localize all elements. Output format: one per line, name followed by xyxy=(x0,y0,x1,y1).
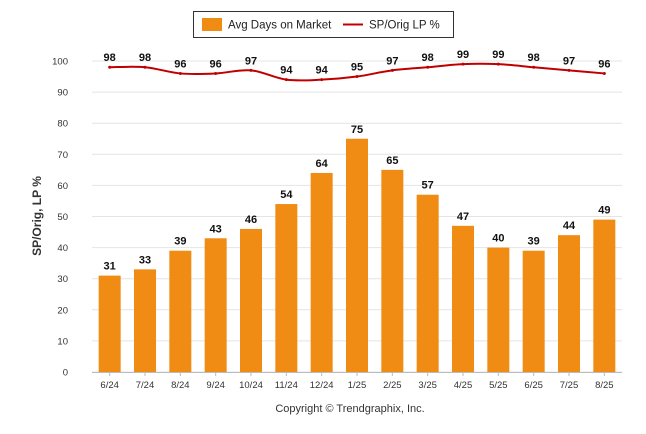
line-data-label: 97 xyxy=(386,55,398,67)
x-tick-label: 7/24 xyxy=(136,380,155,391)
y-tick-label: 70 xyxy=(57,150,68,161)
bar[interactable] xyxy=(346,138,368,372)
line-data-label: 98 xyxy=(104,52,116,64)
y-tick-label: 50 xyxy=(57,212,68,223)
bar-data-label: 33 xyxy=(139,254,151,266)
bar-data-label: 31 xyxy=(104,261,116,273)
line-point[interactable] xyxy=(602,71,606,75)
line-series: 98 98 96 96 97 94 94 95 97 98 99 99 98 97 96 xyxy=(104,49,610,82)
line-point[interactable] xyxy=(532,65,536,69)
x-tick-label: 5/25 xyxy=(489,380,508,391)
bar-series: 31 33 39 43 46 54 64 75 65 57 47 40 39 44 49 xyxy=(98,124,616,372)
x-tick-label: 9/24 xyxy=(206,380,225,391)
bar[interactable] xyxy=(558,235,580,372)
line-point[interactable] xyxy=(496,62,500,66)
line-point[interactable] xyxy=(320,78,324,82)
x-tick-label: 1/25 xyxy=(348,380,367,391)
line-data-label: 95 xyxy=(351,62,363,74)
bar[interactable] xyxy=(452,225,474,372)
y-tick-label: 10 xyxy=(57,336,68,347)
x-axis: 6/24 7/24 8/24 9/24 10/24 11/24 12/24 1/25 2/25 3… xyxy=(92,372,622,391)
bar-data-label: 57 xyxy=(422,180,434,192)
line-data-label: 94 xyxy=(280,65,293,77)
x-tick-label: 4/25 xyxy=(454,380,473,391)
y-tick-label: 0 xyxy=(63,368,68,379)
bar[interactable] xyxy=(593,219,616,372)
bar-data-label: 39 xyxy=(174,236,186,248)
bar[interactable] xyxy=(381,169,404,372)
line-point[interactable] xyxy=(567,68,571,72)
x-tick-label: 12/24 xyxy=(310,380,334,391)
line-point[interactable] xyxy=(390,68,394,72)
x-tick-label: 7/25 xyxy=(560,380,579,391)
bar[interactable] xyxy=(169,250,192,372)
line-point[interactable] xyxy=(461,62,465,66)
line-data-label: 97 xyxy=(563,55,575,67)
bar-data-label: 65 xyxy=(386,155,398,167)
bar-data-label: 40 xyxy=(492,233,504,245)
y-tick-label: 30 xyxy=(57,274,68,285)
line-data-label: 99 xyxy=(492,49,504,61)
bar[interactable] xyxy=(275,204,298,372)
x-tick-label: 6/25 xyxy=(524,380,543,391)
line-data-label: 94 xyxy=(316,65,329,77)
x-tick-label: 8/25 xyxy=(595,380,614,391)
line-point[interactable] xyxy=(426,65,430,69)
y-axis-title: SP/Orig, LP % xyxy=(30,176,44,256)
bar-data-label: 49 xyxy=(598,205,610,217)
x-tick-label: 8/24 xyxy=(171,380,190,391)
bar-data-label: 75 xyxy=(351,124,363,136)
bar[interactable] xyxy=(522,250,545,372)
bar[interactable] xyxy=(310,172,333,372)
bar-data-label: 46 xyxy=(245,214,257,226)
bar-data-label: 47 xyxy=(457,211,469,223)
line-data-label: 99 xyxy=(457,49,469,61)
y-tick-label: 40 xyxy=(57,243,68,254)
bar-data-label: 54 xyxy=(280,189,293,201)
bar[interactable] xyxy=(487,247,510,372)
x-tick-label: 6/24 xyxy=(100,380,119,391)
bar[interactable] xyxy=(98,275,121,372)
y-axis: 0 10 20 30 40 50 60 70 80 90 100 xyxy=(52,57,68,379)
line-data-label: 97 xyxy=(245,55,257,67)
line-point[interactable] xyxy=(249,68,253,72)
y-tick-label: 60 xyxy=(57,181,68,192)
bar[interactable] xyxy=(204,238,227,372)
line-data-label: 96 xyxy=(598,58,610,70)
y-tick-label: 100 xyxy=(52,57,68,68)
x-tick-label: 2/25 xyxy=(383,380,402,391)
line-point[interactable] xyxy=(143,65,147,69)
legend-box xyxy=(193,11,454,38)
bar-data-label: 43 xyxy=(210,223,222,235)
bar[interactable] xyxy=(416,194,439,372)
line-point[interactable] xyxy=(178,71,182,75)
x-tick-label: 11/24 xyxy=(275,380,298,391)
bar[interactable] xyxy=(240,228,262,372)
line-data-label: 96 xyxy=(210,58,222,70)
line-data-label: 98 xyxy=(528,52,540,64)
line-data-label: 98 xyxy=(139,52,151,64)
legend-label-line[interactable]: SP/Orig LP % xyxy=(369,20,440,32)
legend-swatch-bar xyxy=(202,18,222,31)
legend-label-bar[interactable]: Avg Days on Market xyxy=(228,20,332,32)
y-tick-label: 90 xyxy=(57,88,68,99)
line-point[interactable] xyxy=(355,75,359,79)
copyright-text: Copyright © Trendgraphix, Inc. xyxy=(275,403,424,415)
bar-data-label: 64 xyxy=(316,158,329,170)
line-point[interactable] xyxy=(284,78,288,82)
line-point[interactable] xyxy=(108,65,112,69)
x-tick-label: 3/25 xyxy=(418,380,437,391)
bar[interactable] xyxy=(134,269,156,372)
y-tick-label: 80 xyxy=(57,119,68,130)
line-data-label: 98 xyxy=(422,52,434,64)
line-data-label: 96 xyxy=(174,58,186,70)
bar-data-label: 44 xyxy=(563,220,576,232)
legend[interactable]: Avg Days on Market SP/Orig LP % xyxy=(193,11,454,38)
y-tick-label: 20 xyxy=(57,305,68,316)
line-point[interactable] xyxy=(214,71,218,75)
x-tick-label: 10/24 xyxy=(239,380,263,391)
bar-data-label: 39 xyxy=(528,236,540,248)
